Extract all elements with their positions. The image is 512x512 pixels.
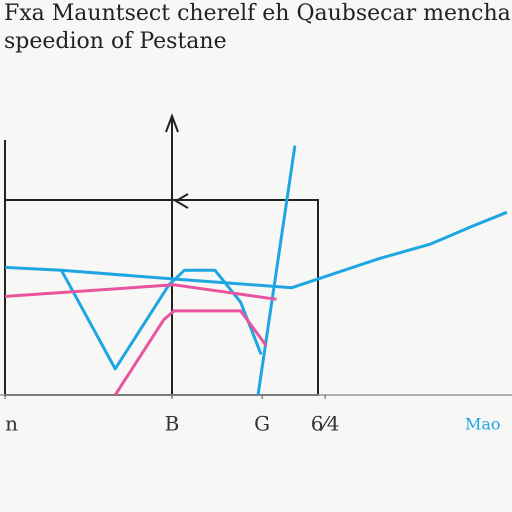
axis-arrow bbox=[165, 113, 179, 133]
x-tick-label: 6⁄4 bbox=[311, 412, 340, 436]
series-line bbox=[5, 210, 508, 290]
series-line bbox=[60, 268, 263, 371]
chart-title: Fxa Mauntsect cherelf eh Qaubsecar mench… bbox=[4, 1, 511, 26]
series-line bbox=[256, 145, 297, 396]
x-tick-label: B bbox=[165, 412, 180, 436]
left-arrow bbox=[174, 193, 189, 209]
x-tick-label: n bbox=[5, 412, 18, 436]
series-line bbox=[113, 309, 268, 396]
frame bbox=[0, 113, 512, 396]
x-axis-label: Mao bbox=[465, 415, 501, 434]
chart-subtitle: speedion of Pestane bbox=[4, 29, 227, 54]
x-tick-label: G bbox=[254, 412, 270, 436]
series-line bbox=[5, 283, 277, 301]
